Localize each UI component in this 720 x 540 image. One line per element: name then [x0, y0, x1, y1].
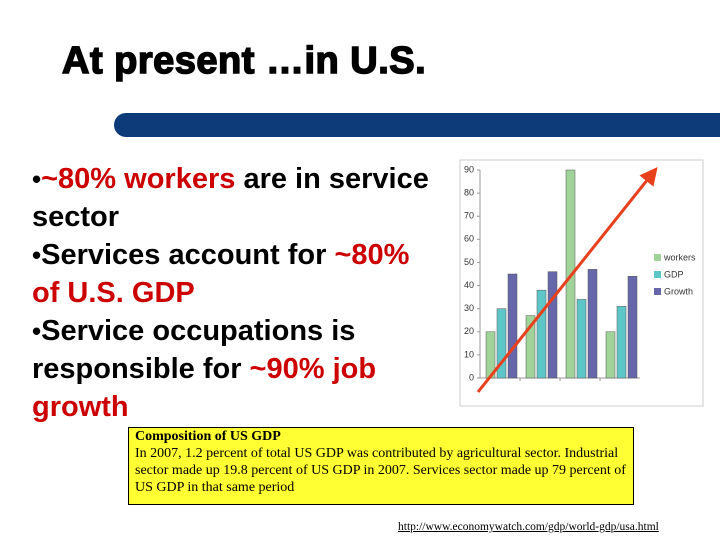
legend-label: workers — [663, 252, 696, 262]
bar — [605, 331, 616, 379]
y-tick-label: 30 — [464, 303, 474, 313]
slide-title: At present …in U.S. — [61, 39, 427, 83]
note-title: Composition of US GDP — [135, 429, 281, 444]
bar — [547, 271, 558, 379]
bar — [525, 315, 536, 379]
bar — [496, 308, 507, 379]
bullet: Services account for ~80% of U.S. GDP — [32, 236, 432, 312]
y-tick-label: 70 — [464, 211, 474, 221]
y-tick-label: 20 — [464, 326, 474, 336]
bullet-text: Services account for — [41, 239, 335, 271]
bar — [587, 269, 598, 379]
bullet-text: ~90% job growth — [32, 353, 377, 423]
y-tick-label: 90 — [464, 164, 474, 174]
y-tick-label: 10 — [464, 349, 474, 359]
y-tick-label: 40 — [464, 280, 474, 290]
bullet-text: workers — [124, 163, 236, 195]
bar — [627, 276, 638, 379]
legend-swatch — [654, 271, 661, 278]
legend-swatch — [654, 254, 661, 261]
y-tick-label: 0 — [469, 372, 474, 382]
y-tick-label: 80 — [464, 187, 474, 197]
bullet: ~80% workers are in service sector — [32, 160, 432, 236]
bullet-text: ~80% of U.S. GDP — [32, 239, 410, 309]
bullet-text: are in service sector — [32, 163, 429, 233]
title-bar — [114, 113, 720, 137]
bullet-text: Service occupations is responsible for — [32, 315, 356, 385]
bullet: Service occupations is responsible for ~… — [32, 312, 432, 426]
bar — [507, 273, 518, 379]
bullet-text: ~80% — [41, 163, 125, 195]
legend-swatch — [654, 288, 661, 295]
bar — [576, 299, 587, 379]
source-link[interactable]: http://www.economywatch.com/gdp/world-gd… — [398, 521, 659, 533]
legend-label: GDP — [664, 269, 684, 279]
note-box: Composition of US GDP In 2007, 1.2 perce… — [128, 427, 634, 505]
bar — [536, 289, 547, 379]
bullet-list: ~80% workers are in service sectorServic… — [32, 160, 432, 426]
y-tick-label: 50 — [464, 257, 474, 267]
note-body: In 2007, 1.2 percent of total US GDP was… — [135, 446, 626, 495]
chart: 0 10 20 30 40 50 60 70 80 90 workers GDP Growth — [459, 159, 704, 407]
bar — [616, 306, 627, 379]
trend-arrow — [476, 166, 658, 393]
legend-label: Growth — [664, 286, 693, 296]
y-tick-label: 60 — [464, 234, 474, 244]
